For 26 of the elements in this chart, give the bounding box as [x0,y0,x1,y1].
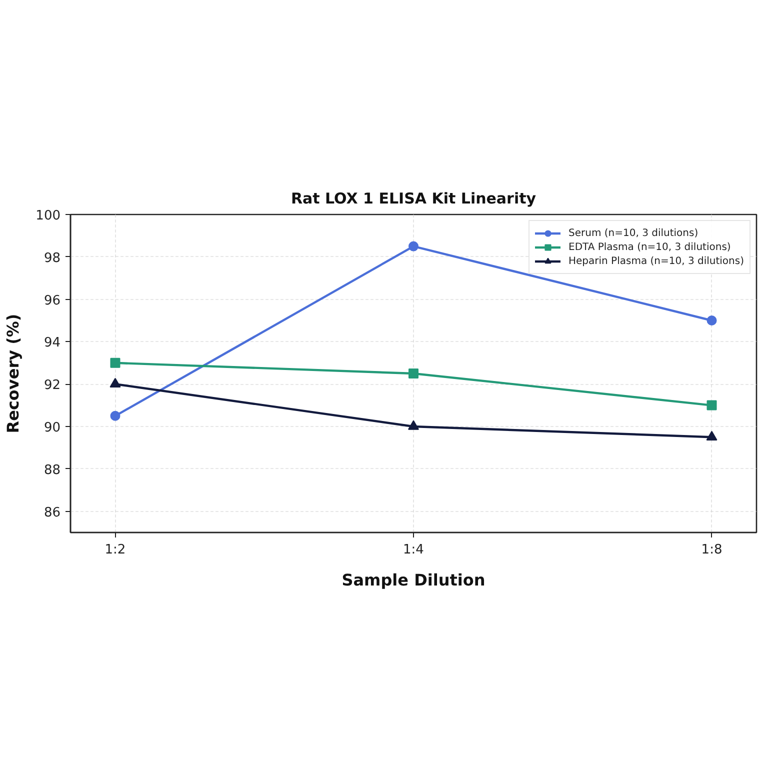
y-tick-label: 96 [44,293,61,308]
chart-title: Rat LOX 1 ELISA Kit Linearity [290,190,536,208]
point [408,241,418,252]
point [110,358,120,368]
point [706,316,717,326]
x-axis-title: Sample Dilution [342,570,486,590]
y-axis-title: Recovery (%) [4,314,23,434]
point [706,430,718,440]
y-tick-label: 90 [44,420,61,436]
point [706,400,717,410]
legend-label: Serum (n=10, 3 dilutions) [568,226,698,240]
y-tick-label: 92 [44,378,61,394]
y-tick-label: 94 [44,336,61,351]
legend-label: EDTA Plasma (n=10, 3 dilutions) [568,240,731,254]
x-tick-label: 1:2 [104,542,126,558]
x-tick-label: 1:4 [403,542,424,558]
point [110,410,120,421]
y-tick-label: 98 [44,250,61,266]
y-tick-label: 100 [36,208,61,224]
y-tick-label: 88 [44,462,61,478]
legend-label: Heparin Plasma (n=10, 3 dilutions) [568,254,744,268]
y-tick-label: 86 [44,505,61,520]
point [408,420,419,430]
x-tick-label: 1:8 [701,542,722,558]
point [110,378,121,388]
point [408,368,418,378]
